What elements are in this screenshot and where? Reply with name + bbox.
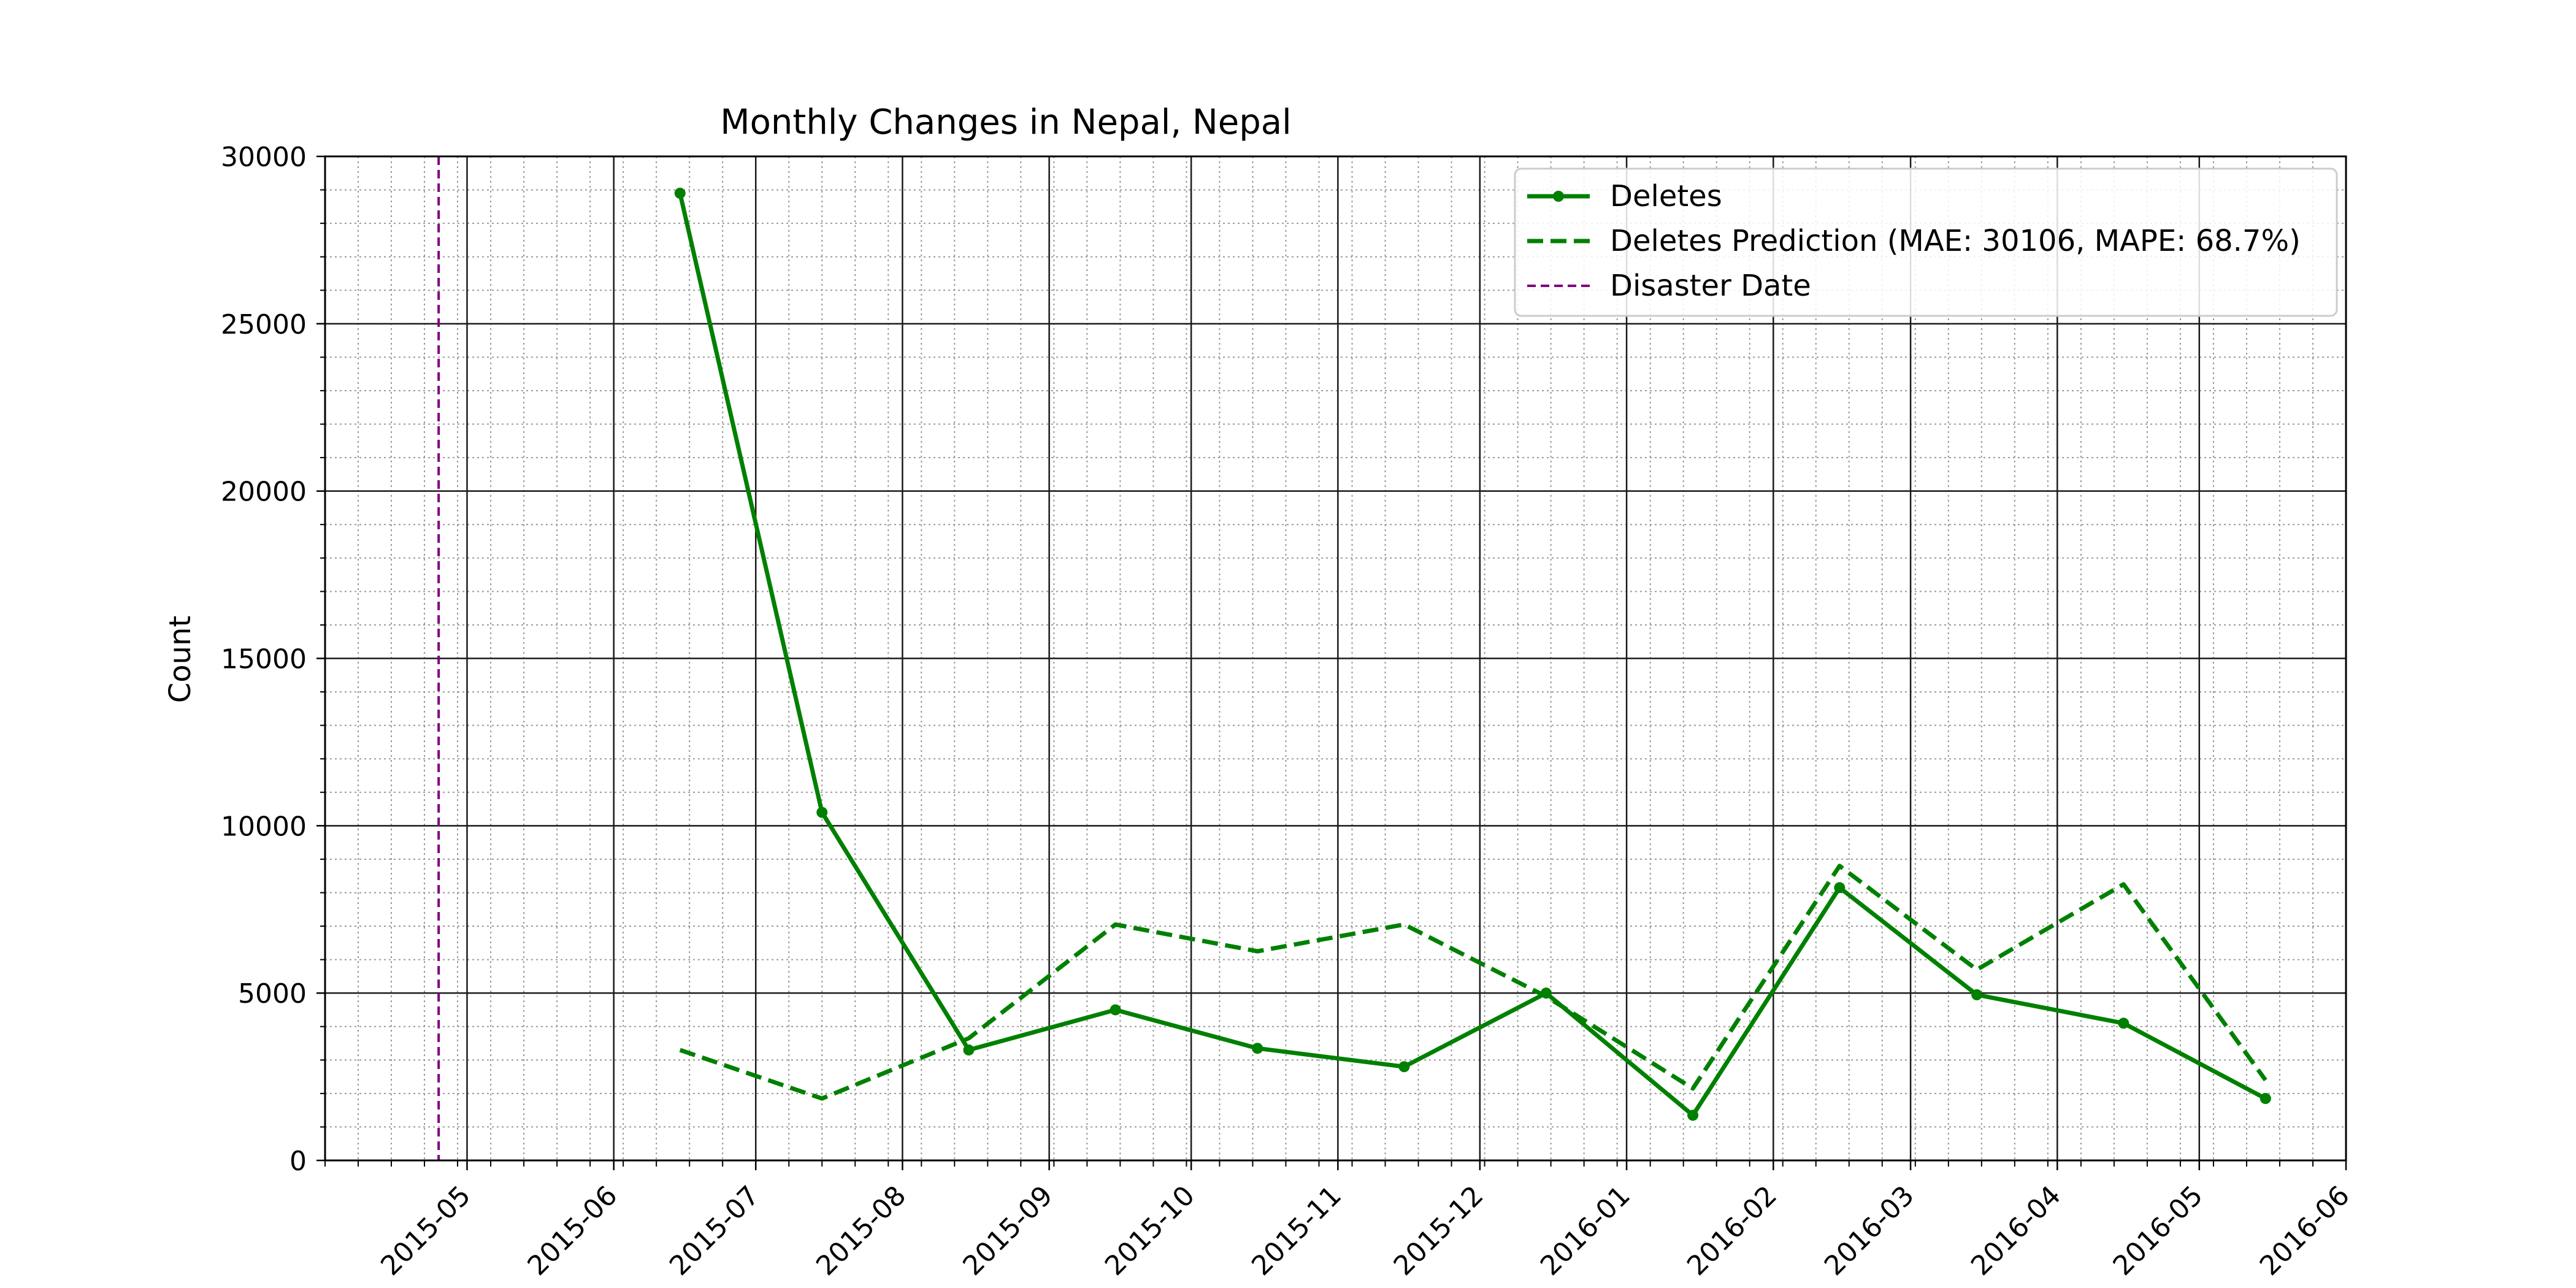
deletes-point [2260,1093,2271,1105]
plot-frame [324,155,2347,1162]
deletes-point [963,1044,975,1056]
deletes-point [2118,1018,2129,1029]
y-axis-label: Count [163,616,197,703]
deletes-point [1252,1043,1263,1054]
legend-disaster-date-label: Disaster Date [1610,269,1811,303]
y-tick-label: 20000 [221,477,307,508]
y-tick-label: 10000 [221,811,307,842]
deletes-prediction-line [679,864,2267,1101]
deletes-point [816,807,828,818]
y-tick-label: 0 [289,1146,307,1177]
legend-deletes-marker [1553,191,1564,202]
legend: Deletes Deletes Prediction (MAE: 30106, M… [1514,167,2338,317]
deletes-point [1971,989,1983,1000]
chart-title: Monthly Changes in Nepal, Nepal [720,102,1291,142]
y-tick-label: 15000 [221,644,307,675]
legend-deletes-label: Deletes [1610,179,1722,213]
y-tick-label: 25000 [221,309,307,340]
deletes-point [1687,1110,1699,1121]
series-group [674,188,2271,1121]
legend-deletes-prediction-label: Deletes Prediction (MAE: 30106, MAPE: 68… [1610,224,2301,258]
legend-box [1514,167,2338,317]
y-tick-label: 30000 [221,142,307,173]
deletes-line [678,193,2267,1117]
y-tick-label: 5000 [238,978,307,1010]
deletes-point [674,188,686,199]
deletes-point [1110,1004,1121,1016]
deletes-point [1398,1061,1410,1073]
deletes-point [1834,882,1846,894]
